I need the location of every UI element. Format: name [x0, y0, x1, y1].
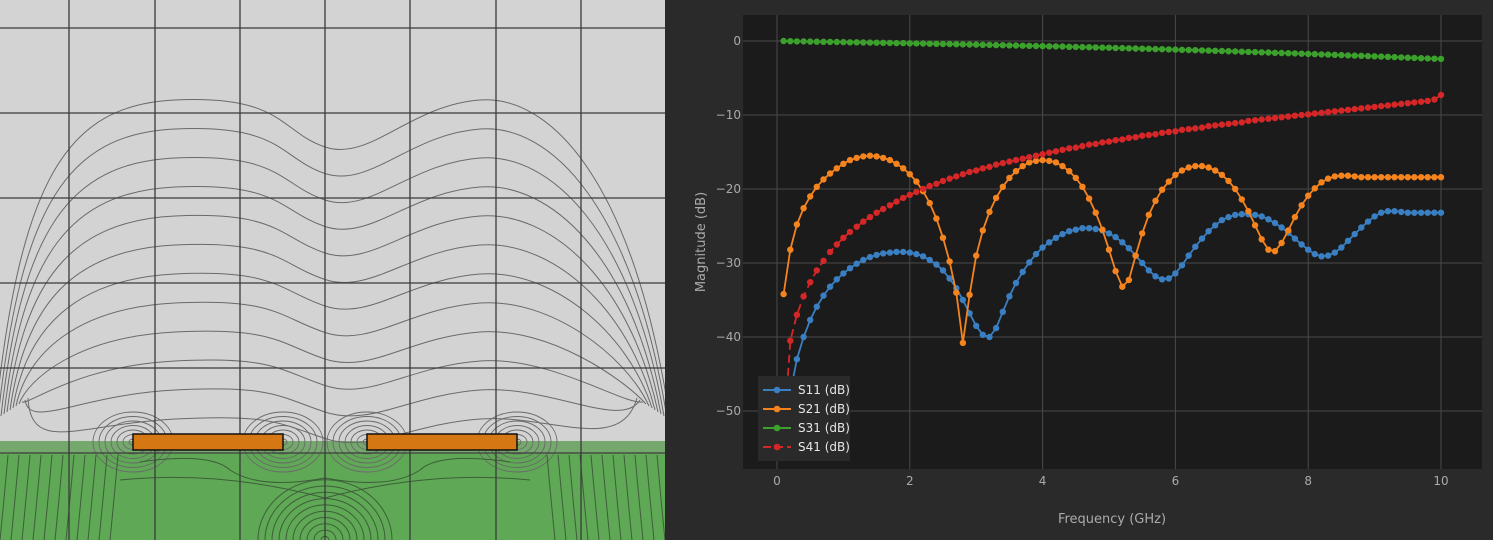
air-contours [0, 99, 665, 473]
field-contour-plot [0, 0, 665, 540]
y-axis-title: Magnitude (dB) [694, 192, 709, 292]
series-s31 [780, 37, 1445, 63]
legend-item-s41[interactable]: S41 (dB) [763, 440, 850, 454]
y-tick-label: −50 [716, 404, 741, 418]
x-tick-label: 6 [1172, 474, 1180, 488]
y-tick-label: −10 [716, 108, 741, 122]
series-s41 [780, 91, 1445, 444]
svg-text:S21 (dB): S21 (dB) [798, 402, 850, 416]
series-s11 [780, 208, 1445, 441]
strip-right[interactable] [366, 433, 518, 451]
strip-left[interactable] [132, 433, 284, 451]
plot-area[interactable] [743, 15, 1482, 469]
legend-item-s21[interactable]: S21 (dB) [763, 402, 850, 416]
x-axis-ticks: 0 2 4 6 8 10 [773, 474, 1448, 488]
y-tick-label: −30 [716, 256, 741, 270]
legend-item-s11[interactable]: S11 (dB) [763, 383, 850, 397]
svg-text:S41 (dB): S41 (dB) [798, 440, 850, 454]
gridlines [743, 15, 1482, 469]
field-grid [0, 0, 665, 540]
x-tick-label: 4 [1039, 474, 1047, 488]
legend[interactable]: S11 (dB) S21 (dB) S31 (dB) S41 (dB) [758, 376, 850, 461]
x-tick-label: 0 [773, 474, 781, 488]
x-tick-label: 8 [1304, 474, 1312, 488]
x-tick-label: 2 [906, 474, 914, 488]
data-series [780, 37, 1445, 444]
y-tick-label: −40 [716, 330, 741, 344]
legend-item-s31[interactable]: S31 (dB) [763, 421, 850, 435]
sparam-chart: 0 −10 −20 −30 −40 −50 0 2 4 6 8 10 S11 (dB) S21 (dB… [694, 15, 1482, 527]
series-s21 [780, 152, 1445, 347]
y-axis-ticks: 0 −10 −20 −30 −40 −50 [716, 34, 741, 418]
x-axis-title: Frequency (GHz) [1058, 512, 1166, 527]
svg-text:S11 (dB): S11 (dB) [798, 383, 850, 397]
svg-text:S31 (dB): S31 (dB) [798, 421, 850, 435]
y-tick-label: −20 [716, 182, 741, 196]
field-plot-panel [0, 0, 665, 540]
x-tick-label: 10 [1433, 474, 1448, 488]
sparam-chart-panel: 0 −10 −20 −30 −40 −50 0 2 4 6 8 10 S11 (dB) S21 (dB… [665, 0, 1493, 540]
y-tick-label: 0 [733, 34, 741, 48]
